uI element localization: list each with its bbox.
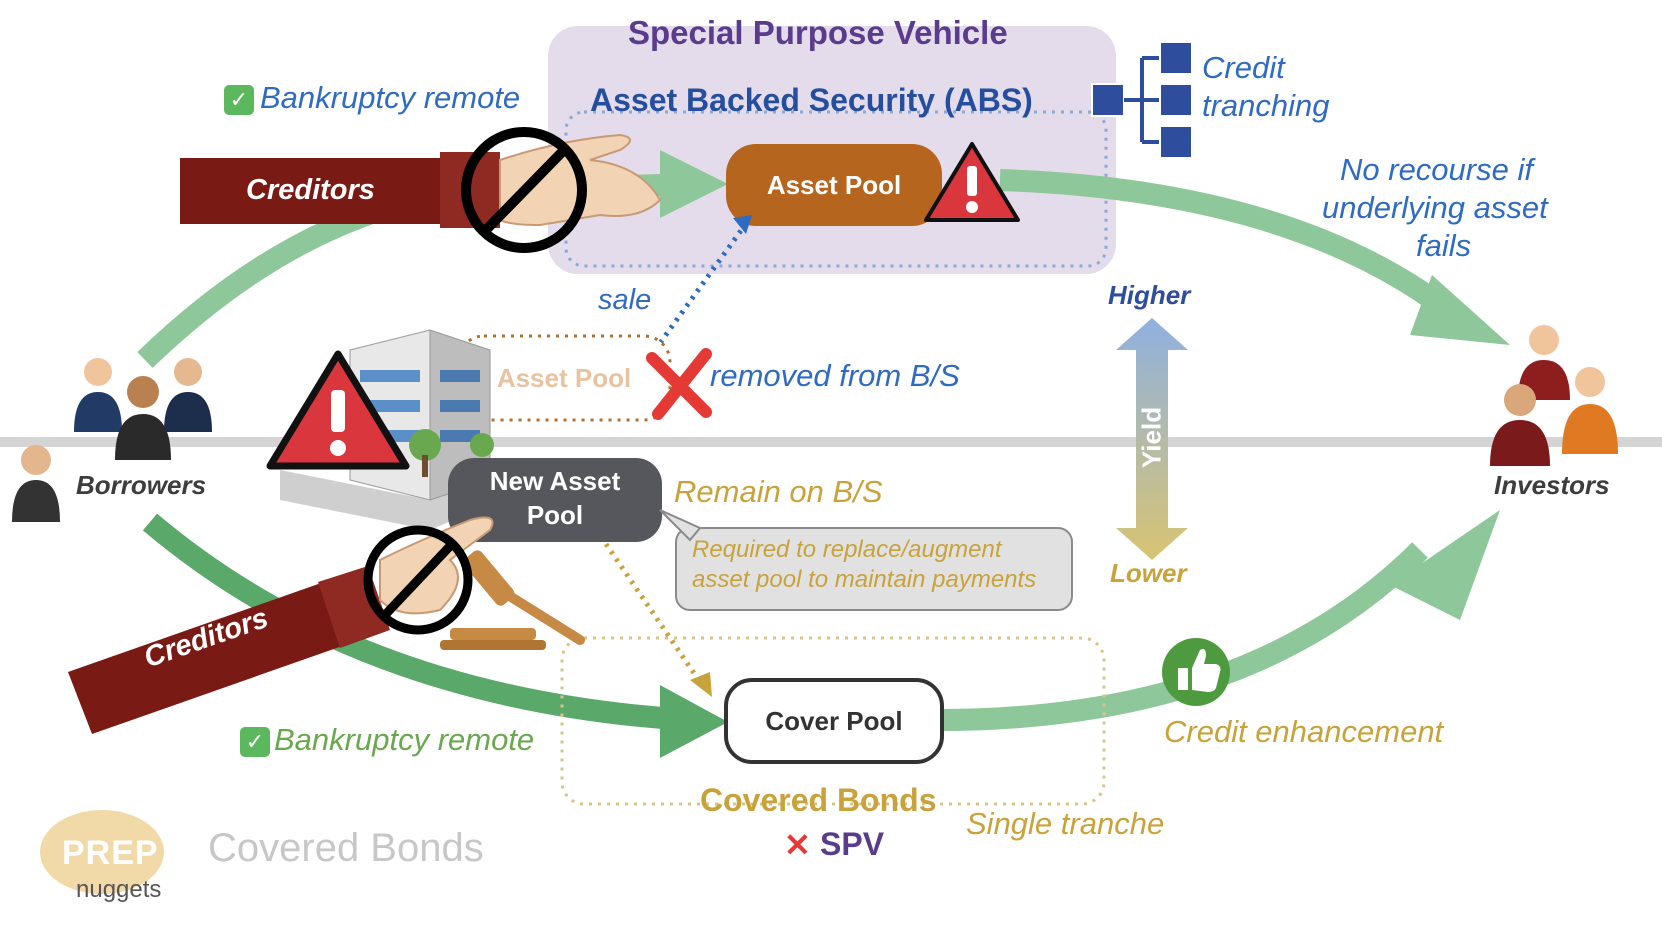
cover-pool-label: Cover Pool xyxy=(765,705,903,736)
spv-to-investors-arrow xyxy=(999,169,1467,329)
yield-axis-label: Yield xyxy=(1136,406,1167,469)
removed-x-icon xyxy=(646,348,712,420)
credit-enhancement-label: Credit enhancement xyxy=(1164,714,1444,749)
creditors-top-banner xyxy=(180,158,470,224)
creditors-bottom-banner xyxy=(68,582,348,734)
bankruptcy-remote-bottom: Bankruptcy remote xyxy=(274,722,535,757)
spv-asset-pool-box xyxy=(726,144,942,226)
spv-asset-pool-label: Asset Pool xyxy=(766,169,902,200)
no-spv-x-icon: ✕ xyxy=(784,827,811,863)
replenish-arrow xyxy=(603,542,703,684)
borrowers-to-cover-pool-arrowhead xyxy=(660,685,728,758)
covered-bonds-dotted-box xyxy=(560,636,1106,806)
yield-higher-label: Higher xyxy=(1108,280,1191,310)
checkmark-icon-top: ✓ xyxy=(224,82,254,115)
tranching-icon xyxy=(1091,41,1193,159)
sale-arrow xyxy=(652,223,748,352)
cover-pool-box xyxy=(724,678,944,764)
abs-label: Asset Backed Security (ABS) xyxy=(590,82,1033,118)
cover-pool-to-investors-arrowhead xyxy=(1390,510,1500,620)
borrowers-to-cover-pool-arrow xyxy=(142,513,691,731)
no-spv-label: SPV xyxy=(820,826,885,862)
required-note-box xyxy=(675,527,1073,611)
balance-sheet-divider xyxy=(0,437,1662,447)
warning-icon xyxy=(924,142,1020,222)
bs-asset-pool-label: Asset Pool xyxy=(496,362,632,393)
logo-sub: nuggets xyxy=(76,876,162,903)
single-tranche-label: Single tranche xyxy=(966,806,1165,841)
page-title: Covered Bonds xyxy=(208,826,484,870)
required-note-pointer xyxy=(659,509,702,542)
investors-label: Investors xyxy=(1494,470,1610,500)
credit-tranching-line1: Credit xyxy=(1202,50,1285,85)
sale-arrowhead xyxy=(733,215,752,234)
yield-arrow xyxy=(1116,318,1188,560)
bankruptcy-remote-top: Bankruptcy remote xyxy=(260,80,521,115)
required-note-line2: asset pool to maintain payments xyxy=(692,566,1037,593)
no-recourse-line3: fails xyxy=(1416,228,1472,263)
logo-blob xyxy=(40,810,164,894)
no-recourse-line2: underlying asset xyxy=(1322,190,1548,225)
sale-label: sale xyxy=(598,284,652,316)
yield-lower-label: Lower xyxy=(1110,558,1187,588)
borrowers-icon xyxy=(12,358,212,522)
spv-to-investors-arrowhead xyxy=(1410,275,1510,345)
required-note-line1: Required to replace/augment xyxy=(692,536,1002,563)
checkmark-icon-bottom: ✓ xyxy=(240,724,270,757)
gavel-icon xyxy=(440,550,585,650)
replenish-arrowhead xyxy=(690,672,712,697)
credit-tranching-line2: tranching xyxy=(1202,88,1330,123)
borrowers-label: Borrowers xyxy=(76,470,207,500)
new-asset-pool-box xyxy=(448,458,662,542)
spv-title: Special Purpose Vehicle xyxy=(628,14,1008,51)
no-recourse-line1: No recourse if xyxy=(1340,152,1533,187)
prohibited-icon-bottom xyxy=(363,525,473,635)
prohibited-icon-top xyxy=(461,127,587,253)
big-warning-icon xyxy=(266,350,410,470)
investors-icon xyxy=(1490,325,1618,466)
remain-on-bs-label: Remain on B/S xyxy=(674,474,883,509)
thumbs-up-icon xyxy=(1162,638,1230,706)
creditors-top-label: Creditors xyxy=(246,174,375,206)
new-asset-pool-line1: New Asset xyxy=(489,466,621,496)
borrowers-to-spv-arrowhead xyxy=(660,150,728,218)
logo-main: PREP xyxy=(62,834,159,872)
covered-bonds-label: Covered Bonds xyxy=(700,782,937,818)
removed-label: removed from B/S xyxy=(710,358,960,393)
new-asset-pool-line2: Pool xyxy=(526,500,584,530)
